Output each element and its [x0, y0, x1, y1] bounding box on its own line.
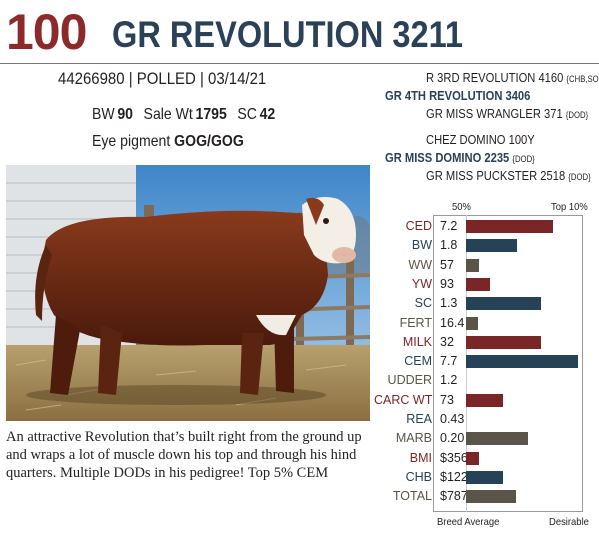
epd-bar-total	[466, 490, 516, 504]
pedigree-sire-dam: GR MISS WRANGLER 371 {DOD}	[426, 106, 589, 121]
epd-bar-yw	[466, 277, 490, 291]
epd-value-marb: 0.20	[440, 431, 465, 446]
header-divider	[0, 63, 599, 64]
pedigree-sire: GR 4TH REVOLUTION 3406	[385, 88, 531, 103]
pedigree-dam-dam: GR MISS PUCKSTER 2518 {DOD}	[426, 168, 591, 183]
epd-bar-marb	[466, 432, 528, 446]
epd-value-bmi: $356	[440, 450, 468, 465]
pedigree-sire-sire: R 3RD REVOLUTION 4160 {CHB,SOD}	[426, 70, 599, 85]
epd-value-milk: 32	[440, 334, 454, 349]
epd-label-carc-wt: CARC WT	[374, 392, 433, 407]
epd-header-50: 50%	[452, 201, 471, 213]
epd-value-rea: 0.43	[440, 412, 465, 426]
epd-label-sc: SC	[414, 296, 432, 311]
eye-pigment-value: GOG/GOG	[174, 133, 244, 150]
pedigree-dam-sire: CHEZ DOMINO 100Y	[426, 132, 535, 147]
epd-value-bw: 1.8	[440, 238, 458, 253]
epd-bar-sc	[466, 297, 541, 311]
epd-label-bw: BW	[411, 238, 432, 253]
epd-bar-milk	[466, 335, 541, 349]
epd-bar-fert	[466, 316, 478, 330]
epd-value-chb: $122	[440, 469, 468, 484]
epd-label-ced: CED	[405, 219, 432, 233]
eye-pigment: Eye pigment GOG/GOG	[92, 131, 244, 153]
epd-label-yw: YW	[411, 276, 432, 291]
epd-label-total: TOTAL	[392, 489, 432, 504]
epd-bar-ww	[466, 258, 479, 272]
epd-label-rea: REA	[406, 412, 432, 426]
bw-value: 90	[117, 106, 133, 123]
epd-chart-frame	[433, 215, 583, 512]
epd-footer-desirable: Desirable	[549, 516, 589, 528]
sale-weight-label: Sale Wt	[143, 106, 193, 123]
sc-label: SC	[237, 106, 257, 123]
epd-bar-bw	[466, 239, 517, 253]
epd-bar-chb	[466, 470, 503, 484]
epd-bar-cem	[466, 355, 578, 369]
weight-stats: BW 90 Sale Wt 1795 SC 42	[92, 104, 275, 126]
epd-label-cem: CEM	[404, 354, 432, 369]
epd-value-ww: 57	[440, 257, 454, 272]
bw-label: BW	[92, 106, 115, 123]
epd-value-udder: 1.2	[440, 373, 458, 388]
epd-label-ww: WW	[408, 257, 432, 272]
epd-bar-bmi	[466, 451, 479, 465]
epd-value-ced: 7.2	[440, 219, 458, 233]
pedigree-dam: GR MISS DOMINO 2235 {DOD}	[385, 150, 535, 165]
epd-value-total: $787	[440, 489, 468, 504]
epd-bar-carc-wt	[466, 393, 503, 407]
sc-value: 42	[259, 106, 276, 123]
registration-line: 44266980 | POLLED | 03/14/21	[58, 69, 267, 88]
epd-label-marb: MARB	[395, 431, 432, 446]
epd-label-udder: UDDER	[387, 373, 432, 388]
epd-footer-breed-average: Breed Average	[437, 516, 500, 528]
epd-label-milk: MILK	[402, 334, 432, 349]
animal-name: GR REVOLUTION 3211	[112, 14, 464, 55]
epd-bar-ced	[466, 220, 553, 233]
epd-value-carc-wt: 73	[440, 392, 454, 407]
lot-number: 100	[6, 4, 87, 60]
epd-value-sc: 1.3	[440, 296, 458, 311]
epd-header-top10: Top 10%	[551, 201, 588, 213]
epd-value-fert: 16.4	[440, 315, 465, 330]
epd-value-cem: 7.7	[440, 354, 458, 369]
epd-label-fert: FERT	[399, 315, 432, 330]
bull-photo	[6, 165, 370, 421]
eye-pigment-label: Eye pigment	[92, 133, 171, 150]
epd-label-bmi: BMI	[409, 450, 432, 465]
epd-label-chb: CHB	[405, 469, 432, 484]
epd-value-yw: 93	[440, 276, 454, 291]
sale-weight-value: 1795	[195, 106, 227, 123]
bull-description: An attractive Revolution that’s built ri…	[6, 429, 362, 481]
